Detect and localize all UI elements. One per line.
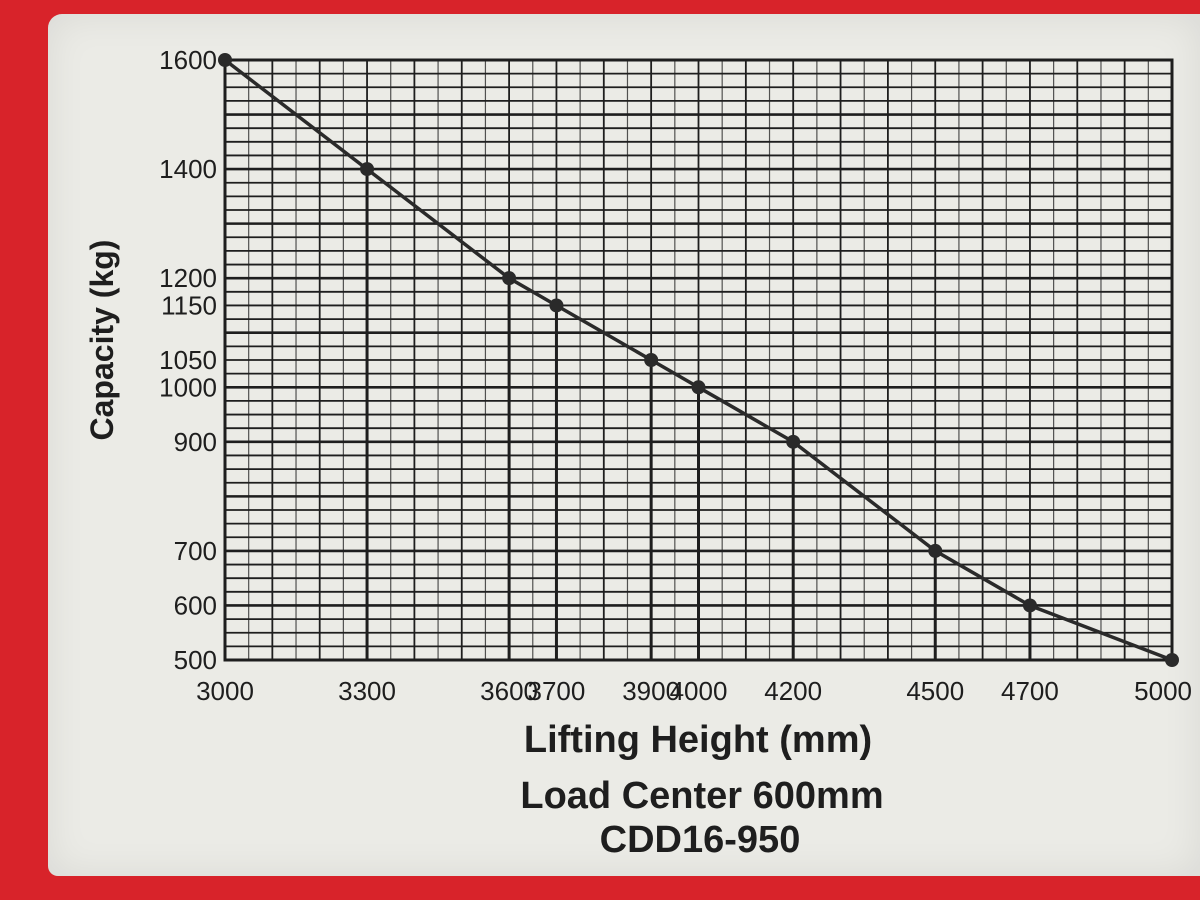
y-tick-label: 700	[174, 536, 217, 566]
y-tick-label: 1600	[159, 45, 217, 75]
data-point	[786, 434, 801, 449]
y-tick-label: 900	[174, 427, 217, 457]
y-tick-label: 1400	[159, 154, 217, 184]
x-tick-label: 4700	[1001, 676, 1059, 706]
capacity-line	[223, 58, 1173, 662]
x-tick-label: 3300	[338, 676, 396, 706]
x-tick-label: 3700	[528, 676, 586, 706]
x-tick-label: 3000	[196, 676, 254, 706]
y-tick-label: 600	[174, 590, 217, 620]
y-tick-label: 1050	[159, 345, 217, 375]
data-point	[549, 298, 564, 313]
y-tick-label: 1150	[161, 290, 217, 320]
y-axis-title: Capacity (kg)	[84, 240, 120, 441]
data-point	[218, 53, 232, 67]
data-point	[691, 380, 706, 395]
y-tick-label: 1200	[159, 263, 217, 293]
y-tick-label: 1000	[159, 372, 217, 402]
data-point	[1165, 653, 1179, 667]
data-points	[218, 53, 1179, 667]
x-axis-title: Lifting Height (mm)	[524, 719, 872, 761]
x-tick-label: 3600	[480, 676, 538, 706]
data-point	[360, 162, 375, 177]
load-center-label: Load Center 600mm	[520, 775, 883, 817]
plot-frame	[223, 58, 1174, 662]
x-tick-label: 4200	[764, 676, 822, 706]
x-tick-label: 4500	[906, 676, 964, 706]
x-tick-label: 5000	[1134, 676, 1192, 706]
model-label: CDD16-950	[600, 819, 801, 861]
x-tick-label: 3900	[622, 676, 680, 706]
x-tick-label: 4000	[670, 676, 728, 706]
y-tick-label: 500	[174, 645, 217, 675]
data-point	[928, 543, 943, 558]
chart-plate	[48, 14, 1200, 876]
data-point	[644, 353, 659, 367]
data-point	[502, 271, 517, 286]
data-point	[1022, 598, 1037, 613]
